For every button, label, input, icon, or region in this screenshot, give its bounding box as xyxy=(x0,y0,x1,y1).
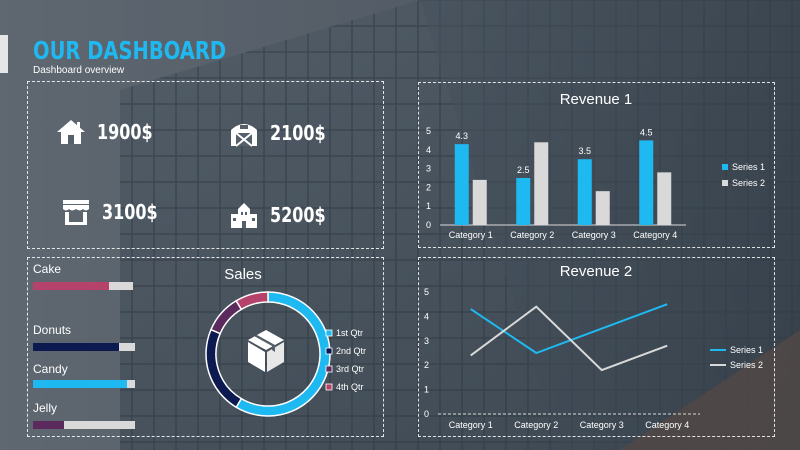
x-tick-label: Category 3 xyxy=(580,420,624,430)
legend-label: Series 1 xyxy=(730,345,763,355)
product-item-jelly: Jelly xyxy=(33,401,135,429)
kpi-item-barn: 2100$ xyxy=(228,118,340,148)
product-bar-track xyxy=(33,282,133,290)
y-tick-label: 3 xyxy=(424,336,429,346)
kpi-value: 2100$ xyxy=(270,121,326,145)
revenue1-panel xyxy=(418,82,775,248)
storefront-icon xyxy=(63,200,89,225)
bar-series-1 xyxy=(454,144,469,225)
x-tick-label: Category 4 xyxy=(645,420,689,430)
legend-label: Series 2 xyxy=(730,360,763,370)
y-tick-label: 4 xyxy=(424,311,429,321)
legend-label: 2nd Qtr xyxy=(336,346,366,356)
bar-series-2 xyxy=(657,172,672,225)
legend-swatch xyxy=(325,347,333,355)
data-label: 4.3 xyxy=(455,131,468,141)
legend-label: 4th Qtr xyxy=(336,382,364,392)
y-tick-label: 1 xyxy=(424,385,429,395)
chart-title: Sales xyxy=(224,266,262,283)
legend-label: 1st Qtr xyxy=(336,328,363,338)
product-label: Cake xyxy=(33,262,62,276)
kpi-item-factory: 5200$ xyxy=(228,200,340,230)
y-tick-label: 5 xyxy=(424,287,429,297)
sales-donut-chart: Sales 1st Qtr 2nd Qtr 3rd Qtr 4th Qtr xyxy=(205,266,366,417)
revenue2-line-chart: Revenue 2 0 1 2 3 4 5 Category 1 Category 2 Cate… xyxy=(424,263,763,430)
line-series-1 xyxy=(470,303,668,355)
legend-swatch xyxy=(722,180,728,186)
bar-series-1 xyxy=(577,159,592,225)
box-icon xyxy=(248,330,284,372)
legend-label: Series 2 xyxy=(732,178,765,188)
legend-swatch xyxy=(722,164,728,170)
factory-icon xyxy=(231,203,257,228)
x-tick-label: Category 1 xyxy=(449,420,493,430)
donut-slice xyxy=(235,291,269,311)
y-tick-label: 2 xyxy=(424,360,429,370)
chart-title: Revenue 2 xyxy=(560,263,633,280)
x-tick-label: Category 3 xyxy=(572,230,616,240)
x-tick-label: Category 2 xyxy=(514,420,558,430)
legend-swatch xyxy=(325,383,333,391)
kpi-value: 5200$ xyxy=(270,203,326,227)
kpi-panel xyxy=(27,81,384,249)
product-bar-fill xyxy=(33,380,127,388)
product-label: Candy xyxy=(33,362,68,376)
bar-series-2 xyxy=(472,179,487,225)
product-label: Donuts xyxy=(33,323,72,337)
x-tick-label: Category 1 xyxy=(449,230,493,240)
product-bar-fill xyxy=(33,343,119,351)
bar-series-2 xyxy=(534,142,549,225)
legend-label: 3rd Qtr xyxy=(336,364,364,374)
kpi-value: 3100$ xyxy=(102,200,158,224)
revenue2-plot: 0 1 2 3 4 5 Category 1 Category 2 Category 3 Cate… xyxy=(424,287,763,430)
kpi-item-storefront: 3100$ xyxy=(60,197,172,227)
revenue1-bar-chart: Revenue 1 0 1 2 3 4 5 Category 1 4.3 Category 2 2… xyxy=(426,91,765,240)
bar-series-1 xyxy=(639,140,654,225)
barn-icon xyxy=(231,124,257,147)
y-tick-label: 3 xyxy=(426,164,431,174)
legend-swatch xyxy=(325,365,333,373)
kpi-value: 1900$ xyxy=(97,120,153,144)
product-item-candy: Candy xyxy=(33,362,135,388)
y-tick-label: 5 xyxy=(426,126,431,136)
page-subtitle: Dashboard overview xyxy=(33,65,125,76)
bar-series-2 xyxy=(595,191,610,225)
data-label: 3.5 xyxy=(578,146,591,156)
donut-slices xyxy=(205,291,331,417)
x-tick-label: Category 2 xyxy=(510,230,554,240)
donut-legend: 1st Qtr 2nd Qtr 3rd Qtr 4th Qtr xyxy=(325,328,366,392)
product-bar-fill xyxy=(33,282,109,290)
product-bar-track xyxy=(33,380,135,388)
kpi-item-house: 1900$ xyxy=(55,117,167,147)
line-series-2 xyxy=(470,305,668,372)
donut-slice xyxy=(210,299,243,335)
y-tick-label: 2 xyxy=(426,182,431,192)
title-accent-bar xyxy=(0,35,8,73)
y-tick-label: 4 xyxy=(426,145,431,155)
revenue1-plot: 0 1 2 3 4 5 Category 1 4.3 Category 2 2.5 Category… xyxy=(426,126,765,240)
y-tick-label: 0 xyxy=(426,220,431,230)
house-icon xyxy=(57,120,85,144)
revenue2-panel xyxy=(418,257,775,437)
chart-title: Revenue 1 xyxy=(560,91,633,108)
product-item-cake: Cake xyxy=(33,262,133,290)
bar-series-1 xyxy=(516,178,531,225)
sales-panel xyxy=(27,257,384,437)
data-label: 4.5 xyxy=(640,127,653,137)
data-label: 2.5 xyxy=(517,165,530,175)
product-item-donuts: Donuts xyxy=(33,323,135,351)
legend-swatch xyxy=(325,329,333,337)
product-bar-track xyxy=(33,421,135,429)
donut-slice xyxy=(205,328,243,409)
product-label: Jelly xyxy=(33,401,58,415)
y-tick-label: 0 xyxy=(424,409,429,419)
product-bar-fill xyxy=(33,421,64,429)
x-tick-label: Category 4 xyxy=(633,230,677,240)
product-bar-track xyxy=(33,343,135,351)
page-title: OUR DASHBOARD xyxy=(33,36,227,65)
y-tick-label: 1 xyxy=(426,201,431,211)
legend-label: Series 1 xyxy=(732,162,765,172)
